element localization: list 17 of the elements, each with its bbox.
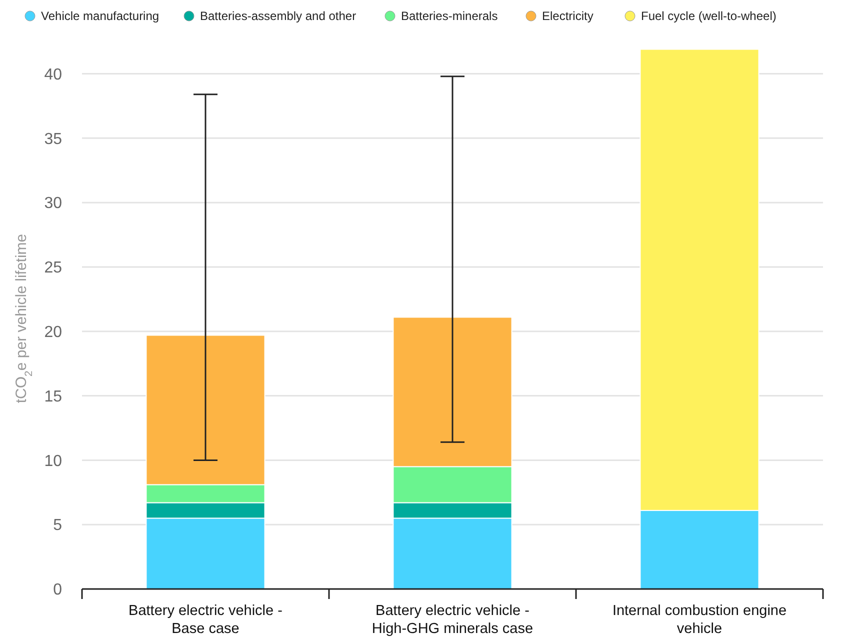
legend-label: Batteries-minerals	[401, 9, 498, 23]
y-tick-label: 5	[53, 517, 62, 534]
y-tick-label: 15	[44, 388, 62, 406]
y-tick-label: 0	[53, 582, 62, 599]
legend-label: Fuel cycle (well-to-wheel)	[641, 9, 776, 23]
y-tick-label: 40	[44, 66, 62, 84]
y-tick-label: 35	[44, 130, 62, 148]
x-tick-label: Internal combustion engine vehicle	[612, 603, 787, 637]
x-tick-label: Battery electric vehicle - High-GHG minerals case	[372, 603, 534, 637]
legend-label: Electricity	[542, 9, 594, 23]
legend-label: Batteries-assembly and other	[200, 9, 356, 23]
x-tick-label: Battery electric vehicle - Base case	[128, 603, 283, 637]
y-tick-label: 10	[44, 452, 62, 470]
y-tick-label: 25	[44, 260, 62, 277]
y-tick-label: 20	[44, 324, 62, 341]
y-tick-label: 30	[44, 195, 62, 212]
legend-label: Vehicle manufacturing	[41, 9, 160, 23]
